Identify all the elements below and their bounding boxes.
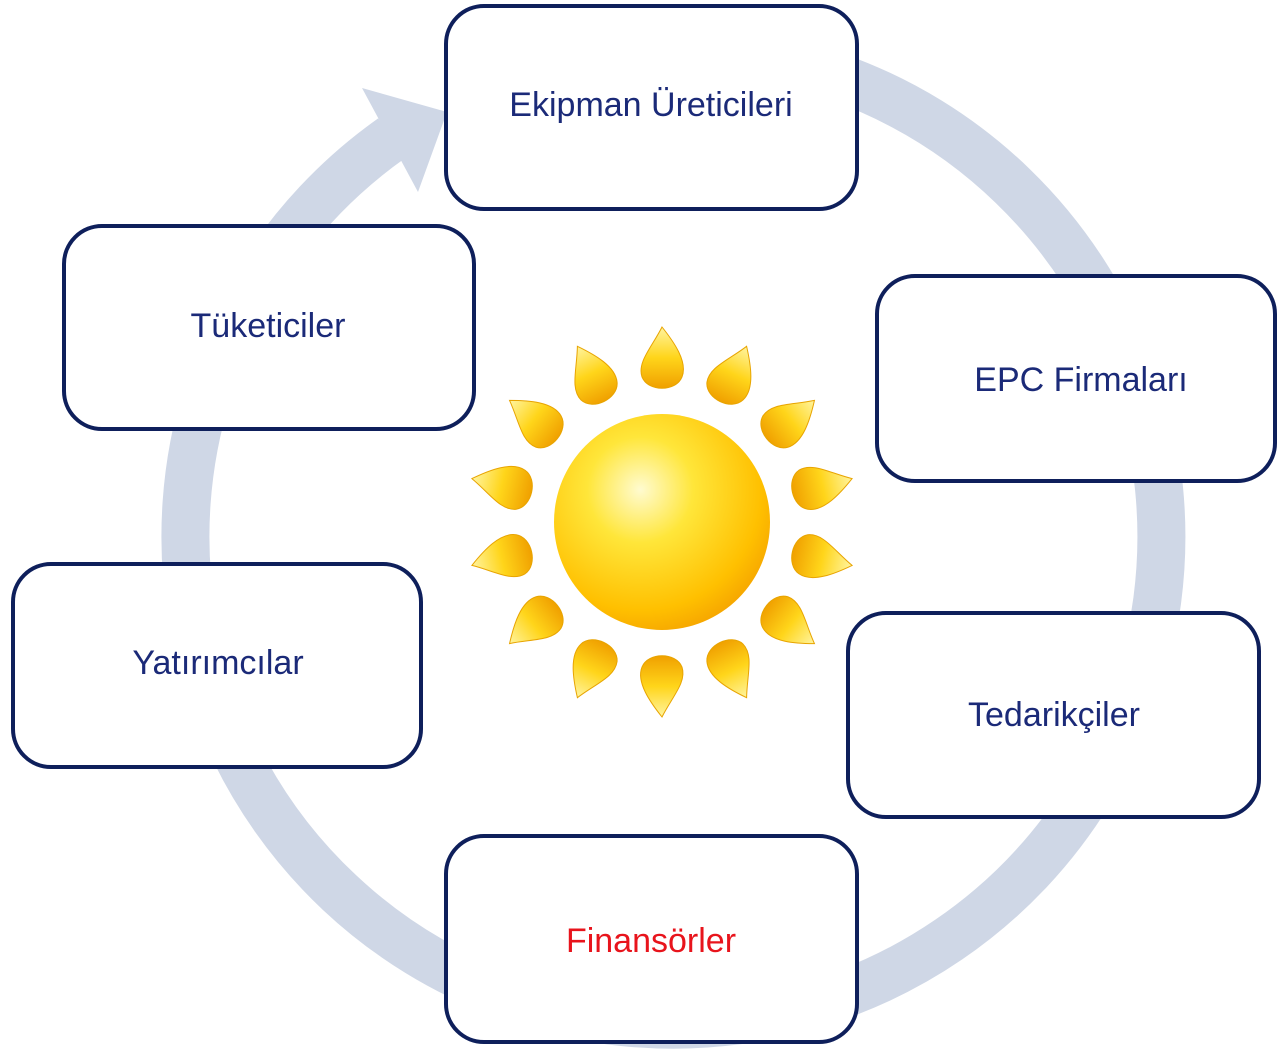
node-label: Tüketiciler: [191, 307, 346, 345]
sun-ray: [467, 458, 536, 513]
diagram: Ekipman Üreticileri EPC Firmaları Tedari…: [0, 0, 1279, 1057]
node-label: Ekipman Üreticileri: [509, 86, 792, 124]
sun-ray: [558, 633, 623, 707]
sun-ray: [788, 458, 857, 513]
sun-ray: [753, 589, 827, 660]
sun-ray: [467, 531, 536, 586]
sun-ray: [641, 656, 683, 717]
node-label: Finansörler: [566, 922, 736, 960]
sun-ray: [701, 633, 766, 707]
sun-ray: [496, 589, 570, 660]
sun-ray: [496, 384, 570, 455]
sun-ray: [788, 531, 857, 586]
sun: [467, 327, 857, 717]
sun-ray: [641, 327, 683, 388]
sun-disc: [554, 414, 770, 630]
sun-ray: [701, 337, 766, 411]
sun-ray: [558, 337, 623, 411]
node-label: Yatırımcılar: [132, 644, 303, 682]
node-label: EPC Firmaları: [974, 361, 1187, 399]
node-label: Tedarikçiler: [968, 696, 1140, 734]
sun-ray: [753, 384, 827, 455]
